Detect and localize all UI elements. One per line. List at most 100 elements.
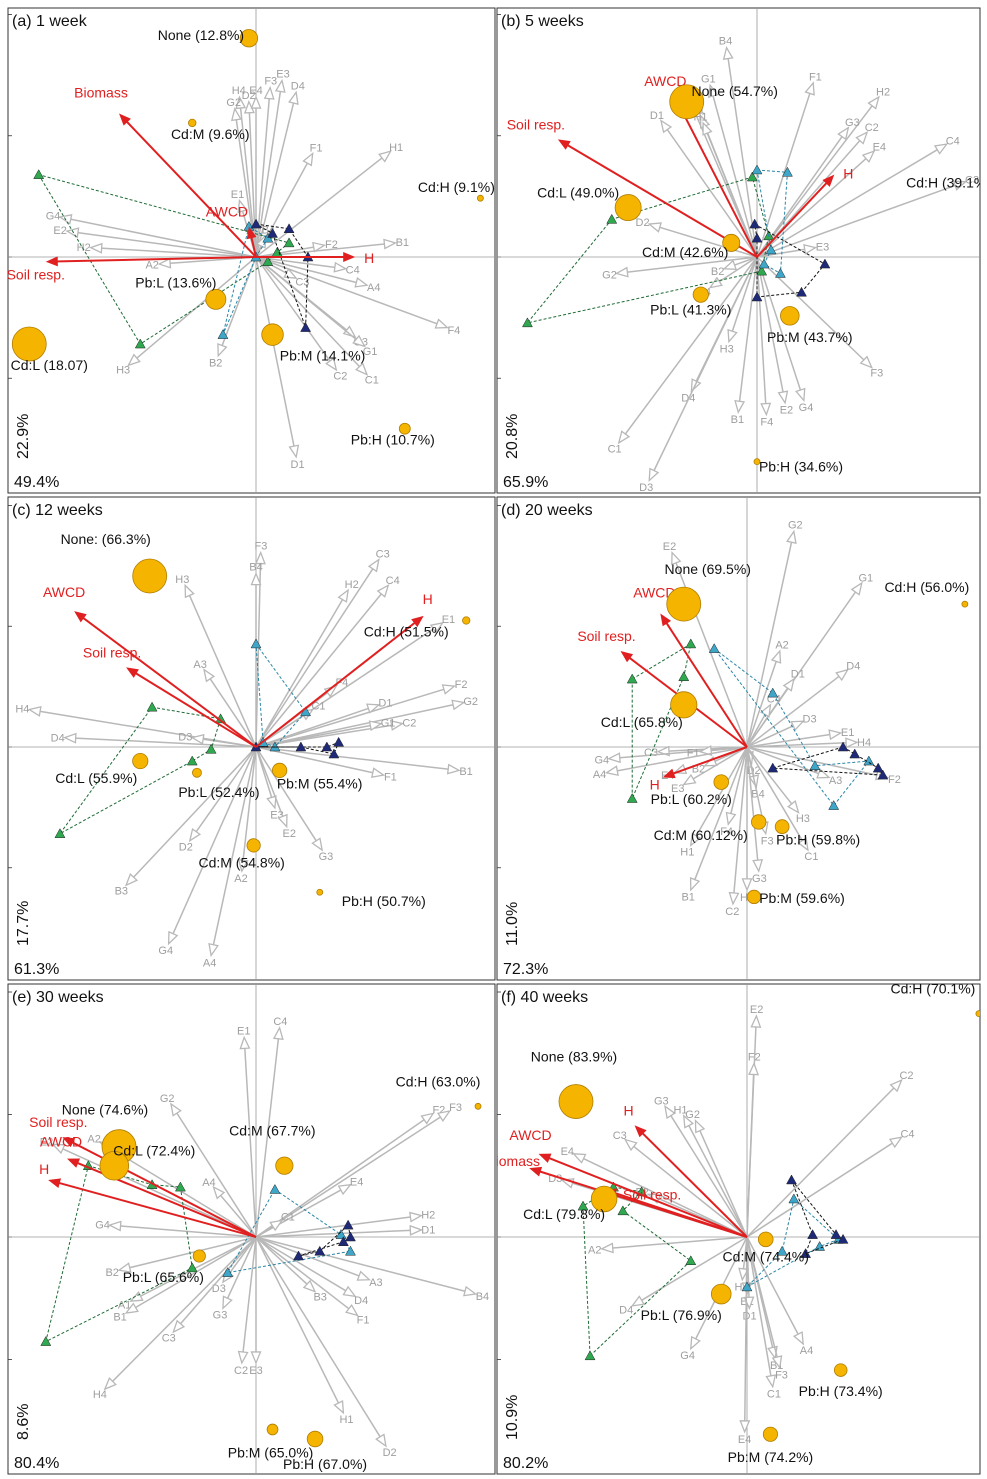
species-label: C1 [608, 443, 622, 455]
species-arrow-e4: E4 [738, 1236, 751, 1446]
species-shaft [624, 256, 758, 274]
env-shaft [53, 256, 257, 263]
species-head [752, 859, 764, 873]
group-cd [54, 701, 226, 838]
treatment-circle [11, 326, 47, 362]
species-arrow-g2: G2 [746, 520, 803, 748]
species-head [390, 720, 405, 731]
species-label: H1 [680, 846, 694, 858]
species-label: G3 [845, 117, 860, 129]
treatment-label: Cd:H (9.1%) [418, 179, 495, 195]
env-head [662, 768, 676, 779]
species-head [302, 151, 314, 167]
axis2-percent: 11.0% [504, 902, 521, 946]
group-point [342, 1219, 354, 1230]
treatment-label: Cd:H (51.5%) [364, 624, 449, 640]
species-head [698, 745, 713, 756]
species-shaft [255, 1236, 349, 1293]
species-arrow-h1: H1 [673, 1105, 748, 1238]
plot-area: F3 B4 H3 C3 H2 C4 E1 A3 F4 F2 G2 D1 C1 C2 G1 H4 D4 D3 F1 B1… [8, 497, 495, 980]
species-shaft [255, 155, 385, 258]
treatment-label: Pb:H (67.0%) [283, 1456, 367, 1472]
treatment-label: Cd:H (39.1%) [906, 174, 987, 190]
species-arrow-c1: C1 [255, 1212, 295, 1238]
species-label: B3 [313, 1291, 326, 1303]
species-head [786, 529, 797, 545]
group-point [767, 687, 779, 698]
species-shaft [668, 1112, 748, 1238]
axis2-percent: 22.9% [15, 414, 32, 459]
species-head [237, 1350, 249, 1365]
treatment-label: Pb:H (59.8%) [776, 832, 860, 848]
treatment-label: Cd:L (79.8%) [523, 1206, 605, 1222]
species-head [617, 430, 631, 445]
treatment-none-83-9: None (83.9%) [531, 1049, 617, 1119]
species-arrow-b2: B2 [209, 256, 257, 369]
species-label: C2 [402, 717, 416, 729]
species-head [739, 1420, 751, 1434]
treatment-none-12-8: None (12.8%) [158, 27, 259, 48]
species-head [62, 732, 77, 744]
species-label: G4 [158, 945, 173, 957]
group-point [314, 1245, 326, 1256]
species-shaft [746, 1085, 897, 1238]
env-label: Soil resp. [29, 1114, 87, 1130]
treatment-label: Cd:H (63.0%) [396, 1073, 481, 1089]
env-arrow-h: H [650, 746, 748, 792]
species-head [269, 1219, 284, 1232]
species-shaft [243, 1045, 257, 1238]
species-head [311, 837, 324, 852]
species-label: C3 [613, 1130, 627, 1142]
species-shaft [746, 1140, 896, 1238]
species-label: G4 [95, 1220, 110, 1232]
species-shaft [580, 1156, 748, 1238]
group-point [765, 244, 777, 255]
species-label: C1 [365, 375, 379, 387]
treatment-circle [192, 1249, 206, 1263]
species-shaft [694, 746, 748, 839]
treatment-label: Pb:M (14.1%) [280, 348, 366, 364]
species-shaft [744, 1236, 748, 1424]
species-label: G3 [654, 1095, 669, 1107]
species-shaft [255, 565, 376, 748]
treatment-circle [272, 762, 288, 779]
species-shaft [732, 746, 748, 897]
species-head [671, 550, 682, 566]
species-label: F2 [748, 1052, 761, 1064]
species-shaft [690, 746, 748, 782]
species-head [65, 227, 80, 239]
treatment-circle [398, 422, 411, 435]
species-shaft [255, 256, 359, 342]
species-label: G2 [685, 1109, 700, 1121]
treatment-circle [474, 1102, 482, 1110]
species-arrow-c2: C2 [725, 746, 748, 918]
species-head [867, 95, 880, 110]
species-arrow-e3: E3 [255, 69, 290, 258]
panel-title: (c) 12 weeks [12, 502, 103, 519]
species-arrow-a3: A3 [746, 746, 842, 787]
species-shaft [255, 88, 282, 258]
species-head [274, 78, 286, 93]
species-shaft [255, 746, 319, 844]
env-head [45, 256, 58, 267]
species-label: F3 [761, 836, 774, 848]
species-arrow-f2: F2 [746, 1052, 761, 1238]
treatment-label: Pb:M (74.2%) [728, 1449, 814, 1465]
group-cd [626, 638, 697, 803]
species-shaft [746, 746, 880, 777]
species-arrow-b4: B4 [255, 1236, 489, 1303]
species-head [682, 773, 697, 786]
treatment-circle [980, 173, 987, 185]
species-shaft [630, 1143, 748, 1238]
group-pb [741, 1193, 844, 1292]
species-head [250, 571, 262, 586]
species-arrow-h3: H3 [720, 256, 758, 355]
species-shaft [746, 1071, 755, 1238]
species-arrow-f4: F4 [720, 746, 748, 838]
treatment-label: Pb:L (65.6%) [123, 1269, 204, 1285]
species-label: B1 [459, 766, 472, 778]
treatment-cd-h-9-1: Cd:H (9.1%) [418, 179, 495, 202]
species-shaft [193, 746, 257, 835]
species-shaft [59, 1146, 257, 1238]
group-point [222, 1267, 234, 1277]
